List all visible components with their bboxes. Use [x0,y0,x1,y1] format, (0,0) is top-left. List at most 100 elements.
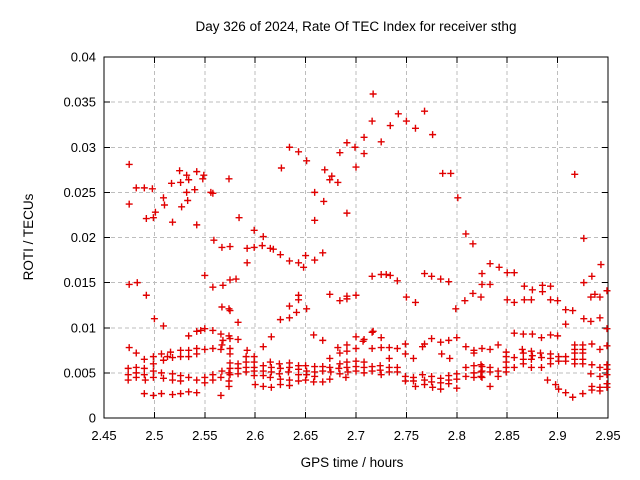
data-point [411,298,419,306]
data-point [519,330,527,338]
x-tick-label: 2.65 [293,428,318,443]
data-point [266,358,274,366]
data-point [285,302,293,310]
data-point [140,364,148,372]
data-point [193,376,201,384]
data-point [528,286,536,294]
data-point [462,230,470,238]
data-point [159,356,167,364]
data-point [243,346,251,354]
data-point [554,332,562,340]
data-point [588,361,596,369]
data-point [232,275,240,283]
data-point [478,280,486,288]
data-point [219,336,227,344]
data-point [360,369,368,377]
data-point [419,371,427,379]
data-point [470,349,478,357]
data-point [285,382,293,390]
data-point [562,320,570,328]
data-point [454,194,462,202]
data-point [259,382,267,390]
data-point [168,179,176,187]
data-point [596,314,604,322]
data-point [285,143,293,151]
data-point [603,325,611,333]
data-point [169,376,177,384]
data-point [368,345,376,353]
data-point [276,316,284,324]
data-point [185,388,193,396]
data-point [342,373,350,381]
data-point [569,307,577,315]
data-point [150,315,158,323]
data-point [201,325,209,333]
data-point [159,194,167,202]
data-point [554,297,562,305]
data-point [326,354,334,362]
x-tick-label: 2.85 [495,428,520,443]
data-point [124,376,132,384]
data-point [125,344,133,352]
data-point [177,346,185,354]
data-point [377,138,385,146]
data-point [225,382,233,390]
data-point [209,326,217,334]
data-point [201,379,209,387]
data-point [235,214,243,222]
data-point [386,122,394,130]
data-point [149,353,157,361]
y-tick-label: 0.03 [71,140,96,155]
data-point [597,261,605,269]
data-point [183,188,191,196]
data-point [579,349,587,357]
data-point [503,296,511,304]
data-point [368,367,376,375]
data-point [428,272,436,280]
data-point [321,166,329,174]
data-point [603,287,611,295]
data-point [193,350,201,358]
data-point [326,290,334,298]
data-point [199,175,207,183]
data-point [225,175,233,183]
data-point [478,345,486,353]
data-point [217,373,225,381]
data-point [527,355,535,363]
data-point [267,383,275,391]
data-point [125,200,133,208]
data-point [210,236,218,244]
data-point [369,90,377,98]
data-point [140,355,148,363]
data-point [177,178,185,186]
data-point [234,370,242,378]
data-point [302,376,310,384]
data-point [343,209,351,217]
data-point [217,330,225,338]
data-point [486,345,494,353]
y-tick-label: 0.025 [63,185,96,200]
data-point [411,124,419,132]
y-tick-label: 0.005 [63,365,96,380]
data-point [588,386,596,394]
x-tick-label: 2.8 [448,428,466,443]
data-point [200,171,208,179]
data-point [334,344,342,352]
data-point [503,269,511,277]
data-point [447,169,455,177]
chart-title: Day 326 of 2024, Rate Of TEC Index for r… [196,19,517,34]
data-point [587,317,595,325]
data-point [537,354,545,362]
data-point [527,296,535,304]
data-point [149,214,157,222]
x-axis-label: GPS time / hours [301,455,404,470]
data-point [185,332,193,340]
data-point [519,360,527,368]
data-point [149,360,157,368]
data-point [140,390,148,398]
data-point [326,176,334,184]
data-point [125,160,133,168]
data-point [169,391,177,399]
data-point [603,371,611,379]
data-point [234,335,242,343]
